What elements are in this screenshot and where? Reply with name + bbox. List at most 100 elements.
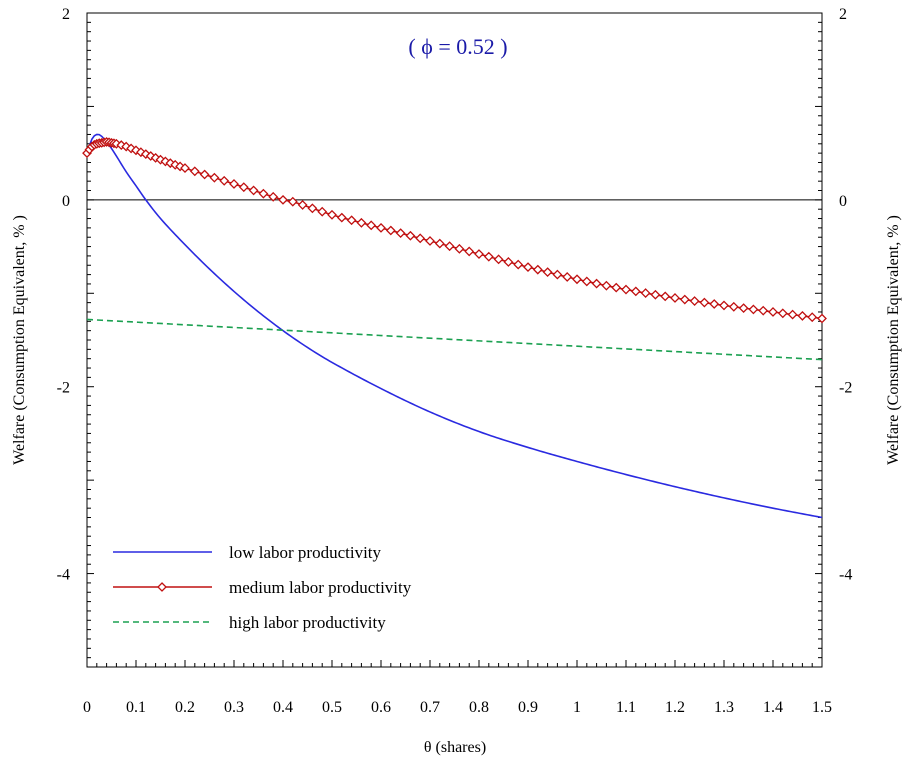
y-tick-label-right: -4 — [839, 567, 852, 584]
data-point — [474, 249, 484, 259]
y-tick-label-left: 0 — [62, 193, 70, 210]
series-2 — [82, 137, 827, 324]
data-point — [307, 203, 318, 214]
legend-item-3: high labor productivity — [113, 613, 386, 632]
data-point — [248, 185, 259, 196]
data-point — [777, 308, 788, 319]
data-point — [640, 288, 651, 299]
axis-ticks — [86, 12, 823, 668]
data-point — [807, 312, 818, 323]
legend-item-2: medium labor productivity — [113, 578, 412, 597]
data-point — [768, 307, 778, 317]
series-3 — [86, 318, 823, 361]
data-point — [258, 188, 269, 199]
y-axis-title-left: Welfare (Consumption Equivalent, % ) — [11, 215, 28, 465]
data-point — [621, 284, 631, 295]
legend-label: low labor productivity — [229, 543, 382, 562]
data-point — [532, 264, 543, 275]
data-point — [670, 293, 680, 303]
data-point — [278, 194, 288, 205]
y-tick-label-right: -2 — [839, 380, 852, 397]
data-point — [630, 286, 641, 297]
x-tick-label: 1 — [573, 699, 581, 716]
x-tick-label: 0 — [83, 699, 91, 716]
x-tick-label: 0.6 — [371, 699, 391, 716]
legend-item-1: low labor productivity — [113, 543, 382, 562]
data-point — [572, 274, 582, 285]
data-point — [287, 196, 298, 207]
data-point — [709, 299, 720, 309]
data-point — [317, 206, 328, 217]
data-point — [209, 172, 220, 183]
data-point — [650, 289, 661, 300]
x-tick-label: 1.5 — [812, 699, 832, 716]
data-point — [748, 304, 759, 315]
x-tick-label: 0.4 — [273, 699, 293, 716]
phi-annotation: ( ϕ = 0.52 ) — [408, 34, 507, 59]
x-tick-label: 0.2 — [175, 699, 195, 716]
data-point — [660, 291, 671, 302]
series-1 — [86, 133, 823, 519]
y-axis-title-right: Welfare (Consumption Equivalent, % ) — [885, 215, 902, 465]
x-tick-label: 0.5 — [322, 699, 342, 716]
data-point — [758, 305, 769, 316]
y-tick-label-right: 2 — [839, 6, 847, 23]
y-tick-label-left: 2 — [62, 6, 70, 23]
data-point — [503, 257, 514, 267]
plot-frame — [86, 12, 823, 668]
data-point — [591, 278, 602, 289]
x-tick-label: 0.1 — [126, 699, 146, 716]
legend: low labor productivity medium labor produ… — [113, 543, 412, 632]
data-point — [268, 191, 279, 202]
data-point — [327, 209, 337, 220]
x-tick-label: 0.7 — [420, 699, 440, 716]
series-line — [86, 133, 823, 519]
data-point — [356, 217, 367, 228]
data-point — [434, 238, 445, 249]
data-point — [395, 228, 406, 239]
x-tick-label: 0.3 — [224, 699, 244, 716]
x-tick-label: 1.2 — [665, 699, 685, 716]
data-point — [542, 267, 553, 278]
data-point — [797, 310, 808, 321]
data-point — [385, 225, 396, 236]
data-point — [219, 175, 230, 186]
x-tick-label: 1.4 — [763, 699, 783, 716]
data-point — [366, 220, 377, 231]
data-point — [699, 297, 710, 308]
data-point — [464, 246, 475, 257]
x-tick-label: 1.3 — [714, 699, 734, 716]
legend-marker — [157, 582, 167, 592]
x-axis-title: θ (shares) — [424, 739, 486, 756]
data-point — [523, 262, 533, 273]
data-point — [719, 300, 729, 311]
data-point — [581, 276, 592, 287]
data-point — [444, 241, 455, 252]
data-point — [189, 166, 200, 177]
y-tick-label-right: 0 — [839, 193, 847, 210]
data-point — [376, 222, 386, 233]
data-point — [562, 272, 573, 282]
y-tick-label-left: -2 — [57, 380, 70, 397]
data-point — [229, 179, 239, 189]
y-tick-label-left: -4 — [57, 567, 70, 584]
data-point — [483, 251, 494, 262]
data-point — [336, 212, 347, 223]
data-point — [689, 296, 700, 306]
data-point — [611, 282, 622, 293]
series-line — [86, 318, 823, 361]
data-point — [552, 269, 563, 280]
data-point — [738, 303, 749, 314]
data-point — [238, 182, 249, 193]
data-point — [679, 294, 690, 305]
legend-label: medium labor productivity — [229, 578, 412, 597]
data-point — [346, 215, 357, 226]
data-point — [199, 169, 210, 180]
x-tick-label: 1.1 — [616, 699, 636, 716]
data-point — [415, 233, 426, 244]
x-tick-label: 0.9 — [518, 699, 538, 716]
data-point — [425, 236, 435, 246]
data-point — [787, 309, 798, 320]
data-point — [454, 243, 465, 254]
legend-label: high labor productivity — [229, 613, 386, 632]
